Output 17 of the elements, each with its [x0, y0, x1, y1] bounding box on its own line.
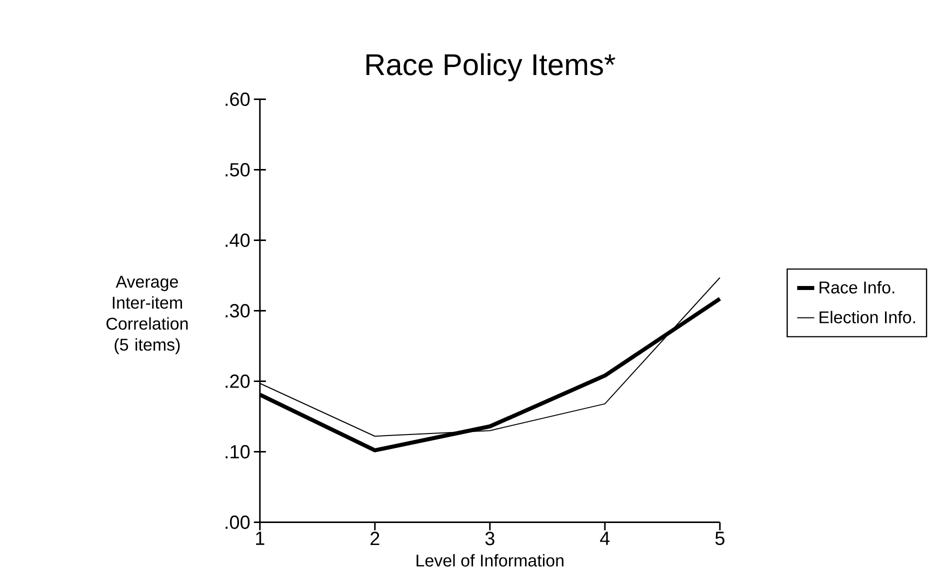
- chart-title: Race Policy Items*: [366, 53, 616, 82]
- x-tick-label: 1: [256, 532, 264, 545]
- x-tick-label: 2: [370, 532, 380, 546]
- x-tick-label: 4: [600, 532, 610, 545]
- y-tick-label: .50: [226, 163, 250, 176]
- x-tick-label: 3: [485, 532, 494, 546]
- legend-label: Election Info.: [820, 310, 915, 324]
- x-tick-label: 5: [715, 532, 724, 546]
- y-tick-label: .40: [226, 234, 250, 247]
- y-tick-label: .60: [226, 92, 250, 106]
- y-axis-title: Average Inter-item Correlation (5 items): [106, 276, 188, 354]
- legend-label: Race Info.: [820, 281, 894, 294]
- y-tick-label: .20: [226, 374, 250, 388]
- y-tick-label: .30: [226, 304, 250, 318]
- x-axis-title: Level of Information: [416, 554, 564, 567]
- y-tick-label: .00: [226, 516, 250, 529]
- y-tick-label: .10: [226, 445, 250, 458]
